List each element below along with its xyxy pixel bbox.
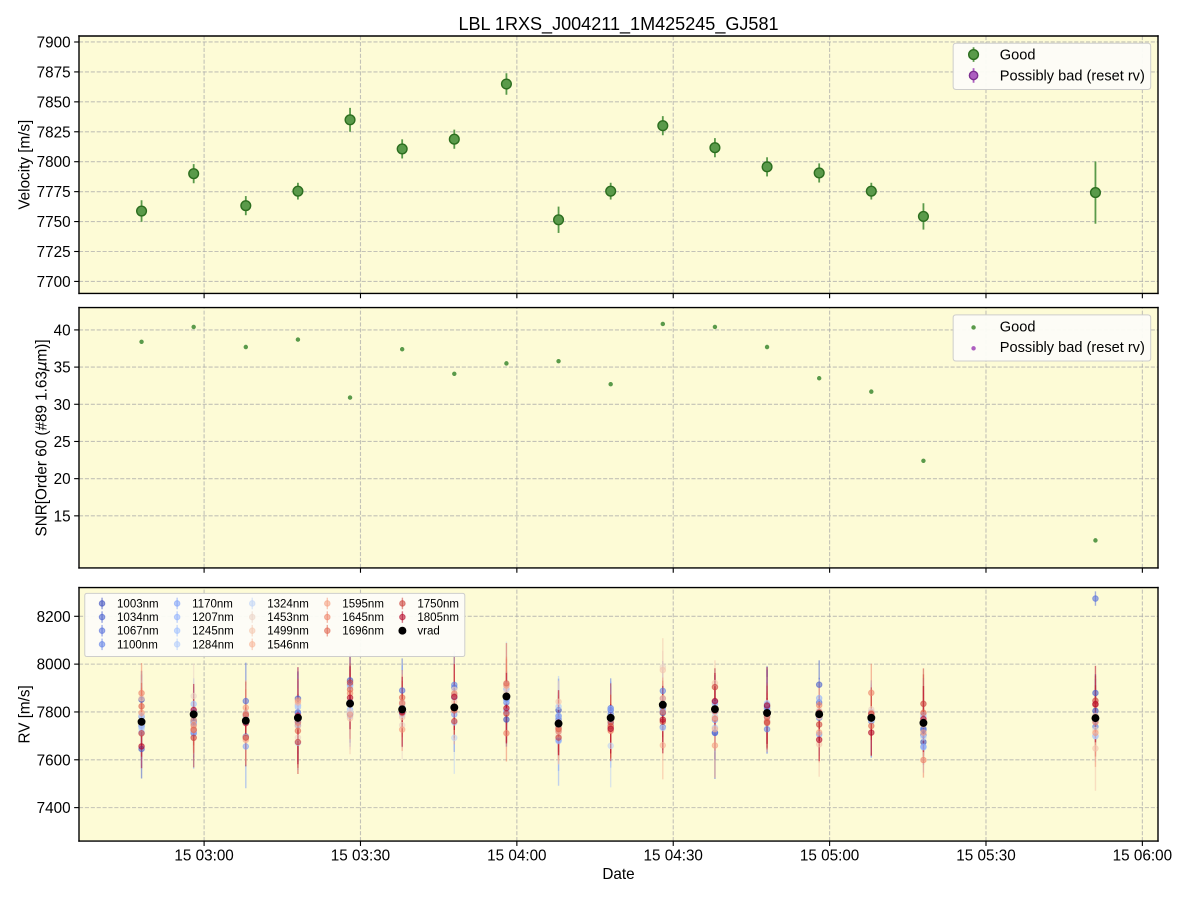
svg-text:15 03:30: 15 03:30 xyxy=(331,848,390,865)
svg-text:15 05:00: 15 05:00 xyxy=(800,848,859,865)
svg-text:15 04:30: 15 04:30 xyxy=(644,848,703,865)
svg-text:1324nm: 1324nm xyxy=(267,598,309,610)
svg-text:1453nm: 1453nm xyxy=(267,612,309,624)
svg-text:7850: 7850 xyxy=(37,94,71,111)
svg-text:15 04:00: 15 04:00 xyxy=(487,848,546,865)
svg-text:1207nm: 1207nm xyxy=(192,612,234,624)
svg-text:1034nm: 1034nm xyxy=(117,612,159,624)
svg-text:7825: 7825 xyxy=(37,124,71,141)
svg-text:15 06:00: 15 06:00 xyxy=(1113,848,1172,865)
svg-text:7800: 7800 xyxy=(37,704,71,721)
svg-text:7875: 7875 xyxy=(37,64,71,81)
svg-text:7775: 7775 xyxy=(37,184,71,201)
svg-text:1003nm: 1003nm xyxy=(117,598,159,610)
svg-text:1750nm: 1750nm xyxy=(417,598,459,610)
svg-text:7600: 7600 xyxy=(37,752,71,769)
svg-text:1805nm: 1805nm xyxy=(417,612,459,624)
svg-text:40: 40 xyxy=(54,322,71,339)
svg-text:1284nm: 1284nm xyxy=(192,639,234,651)
svg-text:1170nm: 1170nm xyxy=(192,598,233,610)
svg-text:15: 15 xyxy=(54,508,71,525)
svg-text:1546nm: 1546nm xyxy=(267,639,309,651)
svg-text:1100nm: 1100nm xyxy=(117,639,158,651)
svg-text:1499nm: 1499nm xyxy=(267,626,309,638)
svg-text:1245nm: 1245nm xyxy=(192,626,234,638)
svg-text:30: 30 xyxy=(54,397,71,414)
svg-text:7800: 7800 xyxy=(37,154,71,171)
svg-text:8000: 8000 xyxy=(37,657,71,674)
svg-text:RV [m/s]: RV [m/s] xyxy=(16,685,33,743)
svg-text:15 03:00: 15 03:00 xyxy=(174,848,233,865)
svg-text:Possibly bad (reset rv): Possibly bad (reset rv) xyxy=(1000,69,1145,85)
svg-text:1067nm: 1067nm xyxy=(117,626,159,638)
svg-text:25: 25 xyxy=(54,434,71,451)
svg-text:S N R [: S N R [ O r d e r 6 0 ( # 8 9 1 . 6 3 m xyxy=(32,335,50,536)
svg-text:vrad: vrad xyxy=(417,626,439,638)
svg-text:Date: Date xyxy=(602,866,634,883)
svg-text:Possibly bad (reset rv): Possibly bad (reset rv) xyxy=(1000,340,1145,356)
svg-text:1595nm: 1595nm xyxy=(342,598,384,610)
svg-text:15 05:30: 15 05:30 xyxy=(956,848,1015,865)
svg-text:7700: 7700 xyxy=(37,274,71,291)
svg-text:Velocity [m/s]: Velocity [m/s] xyxy=(16,120,33,210)
svg-text:Good: Good xyxy=(1000,319,1036,335)
svg-text:Good: Good xyxy=(1000,48,1036,64)
svg-text:1696nm: 1696nm xyxy=(342,626,384,638)
svg-text:20: 20 xyxy=(54,471,71,488)
svg-text:8200: 8200 xyxy=(37,609,71,626)
svg-text:7900: 7900 xyxy=(37,35,71,52)
svg-text:7725: 7725 xyxy=(37,244,71,261)
svg-text:35: 35 xyxy=(54,360,71,377)
svg-text:1645nm: 1645nm xyxy=(342,612,384,624)
svg-text:7750: 7750 xyxy=(37,214,71,231)
svg-text:7400: 7400 xyxy=(37,800,71,817)
svg-text:LBL 1RXS_J004211_1M425245_GJ58: LBL 1RXS_J004211_1M425245_GJ581 xyxy=(458,14,778,35)
